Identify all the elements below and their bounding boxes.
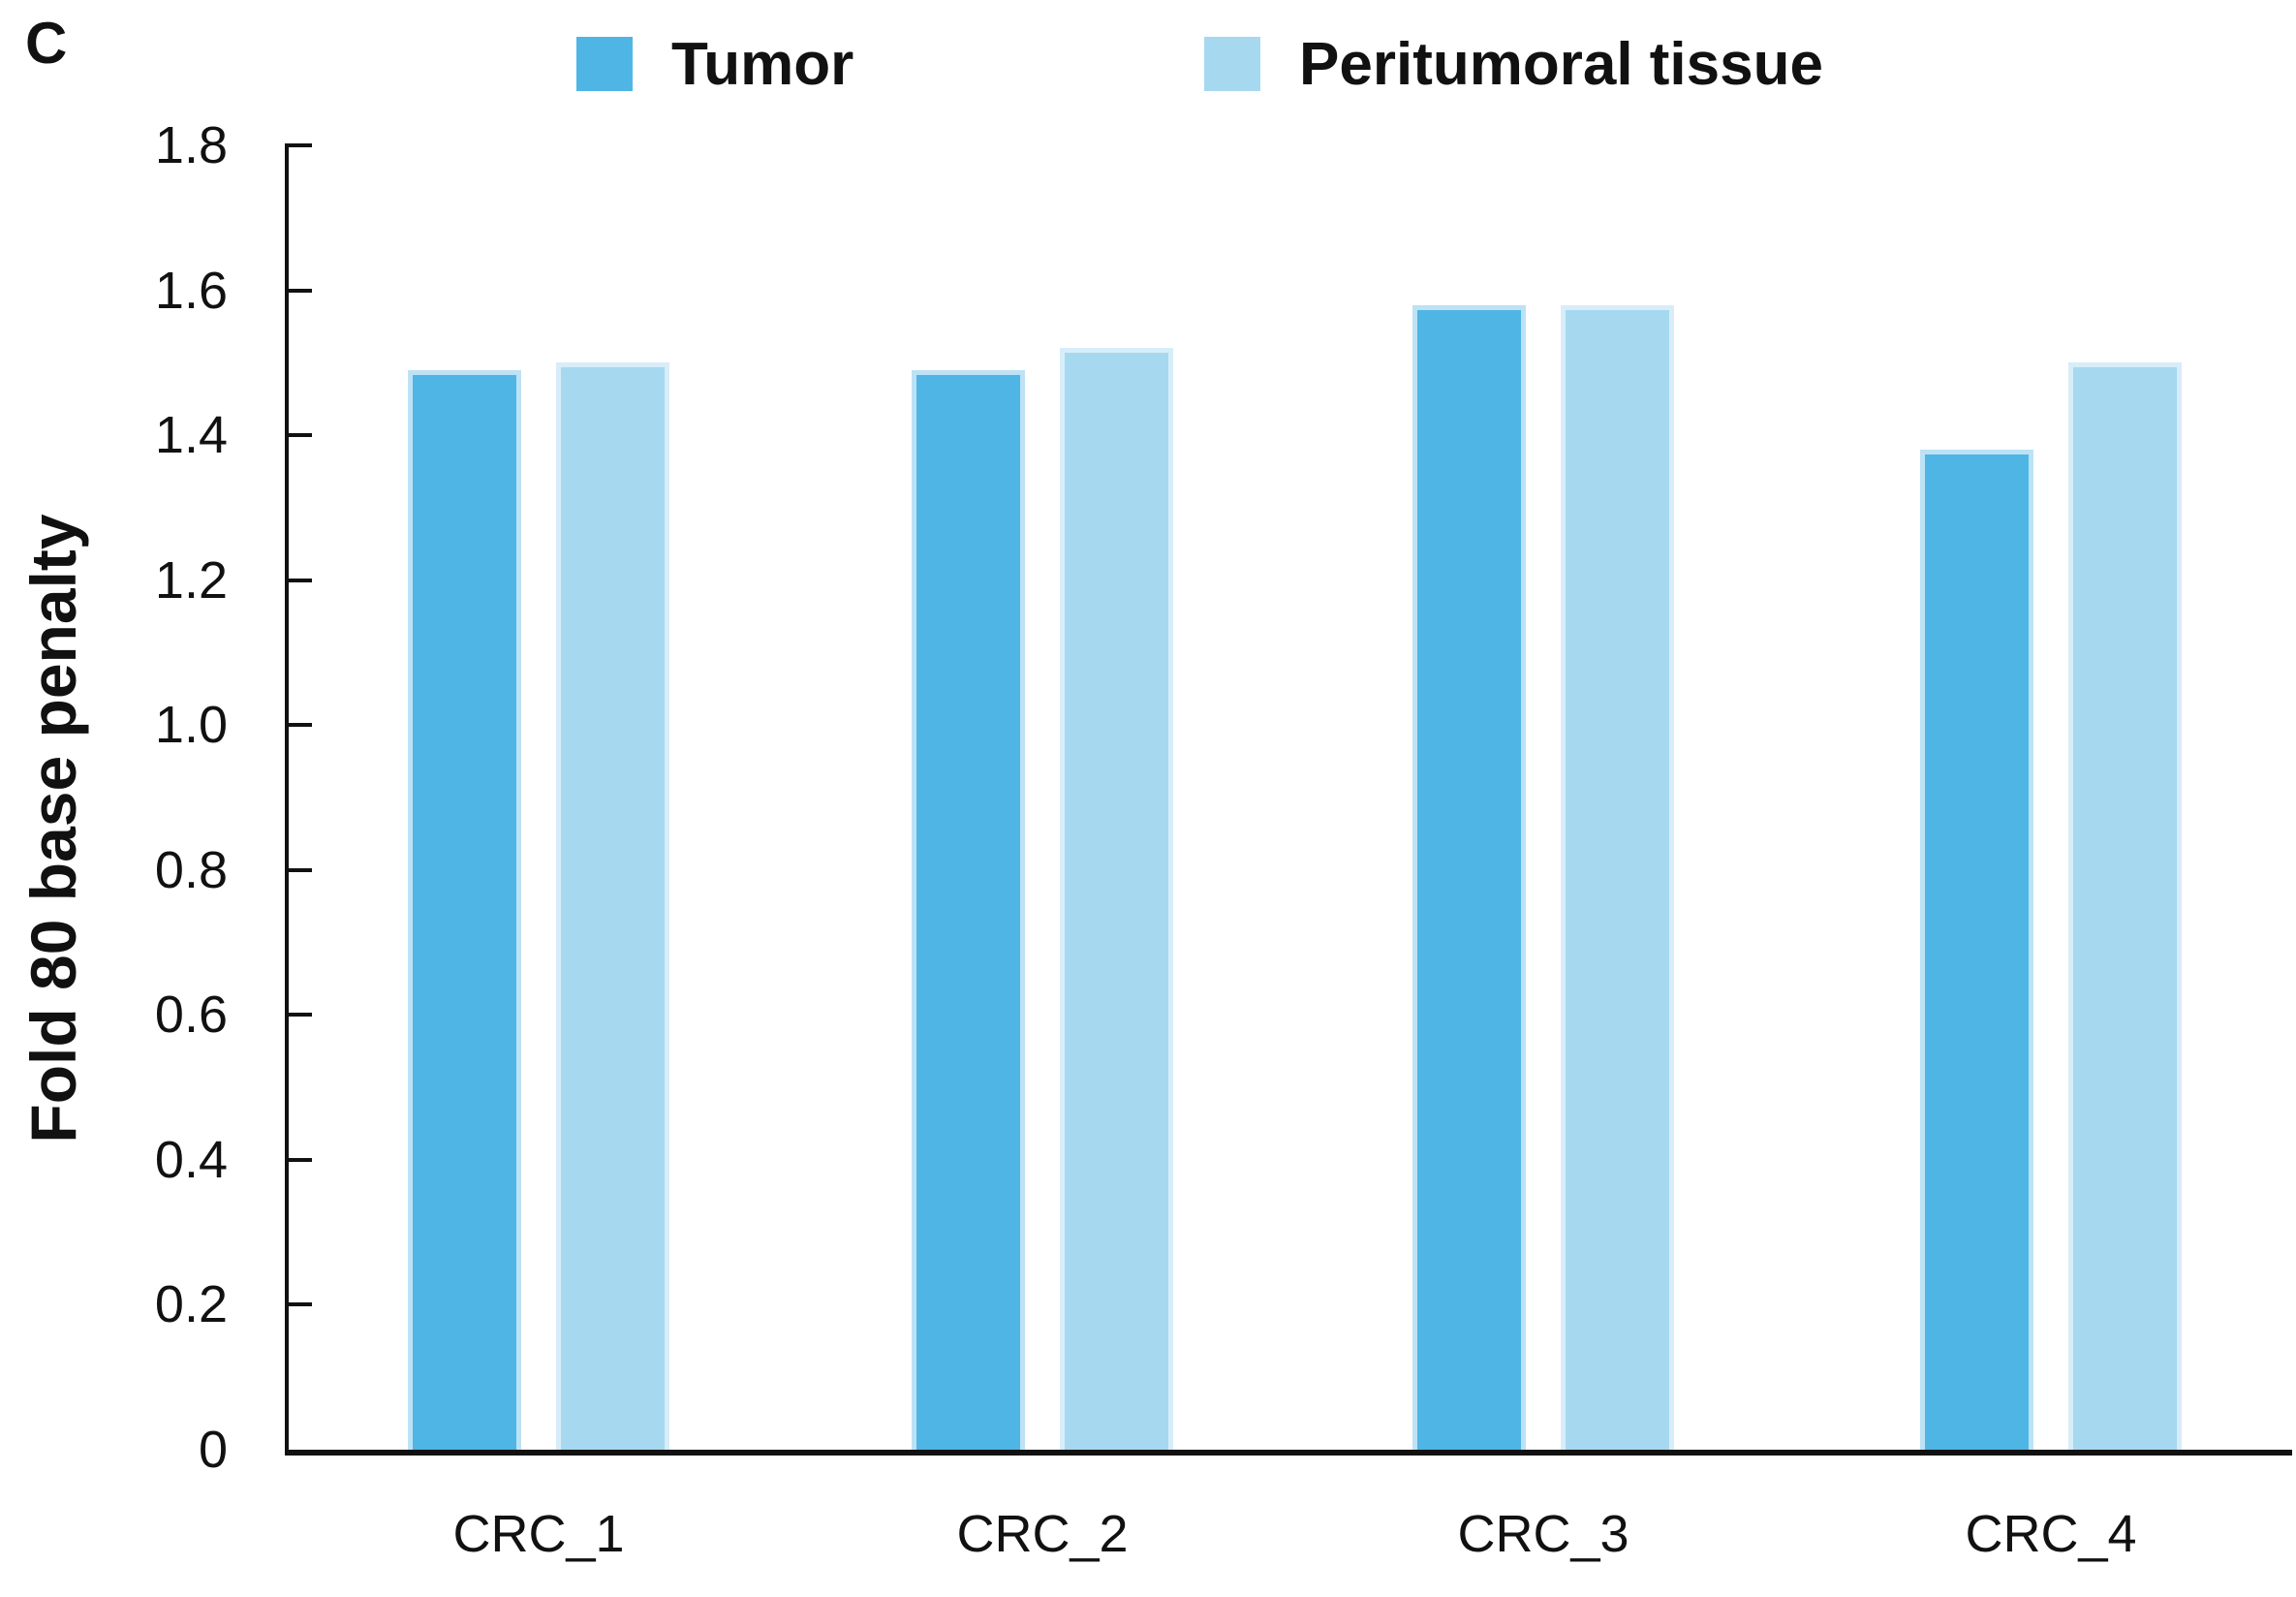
y-tick-label-1.0: 1.0 [154, 696, 228, 755]
bar-peritumoral-tissue-crc-4 [2068, 362, 2182, 1450]
x-category-label-crc-4: CRC_4 [1965, 1505, 2137, 1563]
y-tick-1.4 [289, 433, 312, 438]
y-tick-label-1.4: 1.4 [154, 406, 228, 465]
y-axis-line [285, 143, 289, 1456]
legend-label-peritumoral-tissue: Peritumoral tissue [1299, 30, 1823, 98]
y-tick-label-0: 0 [198, 1421, 228, 1479]
bar-tumor-crc-1 [408, 369, 521, 1450]
panel-label: C [25, 11, 68, 76]
y-tick-1.0 [289, 723, 312, 728]
legend-item-tumor: Tumor [576, 23, 853, 105]
x-category-label-crc-3: CRC_3 [1457, 1505, 1629, 1563]
legend-swatch-tumor [576, 37, 633, 91]
bar-tumor-crc-3 [1412, 304, 1526, 1450]
y-tick-0.4 [289, 1157, 312, 1162]
bar-tumor-crc-4 [1920, 450, 2033, 1450]
bar-peritumoral-tissue-crc-3 [1561, 304, 1674, 1450]
y-tick-1.2 [289, 578, 312, 582]
bar-peritumoral-tissue-crc-1 [556, 362, 669, 1450]
y-tick-0.6 [289, 1013, 312, 1018]
y-tick-1.6 [289, 288, 312, 293]
bar-peritumoral-tissue-crc-2 [1060, 348, 1173, 1450]
legend-label-tumor: Tumor [671, 30, 854, 98]
x-category-label-crc-1: CRC_1 [452, 1505, 625, 1563]
y-tick-label-0.4: 0.4 [154, 1130, 228, 1189]
bar-tumor-crc-2 [912, 369, 1025, 1450]
y-tick-label-0.6: 0.6 [154, 986, 228, 1045]
y-tick-label-1.6: 1.6 [154, 261, 228, 320]
y-tick-label-0.8: 0.8 [154, 840, 228, 899]
y-tick-0.2 [289, 1302, 312, 1307]
y-tick-label-1.8: 1.8 [154, 116, 228, 174]
legend-item-peritumoral-tissue: Peritumoral tissue [1204, 23, 1823, 105]
x-category-label-crc-2: CRC_2 [956, 1505, 1129, 1563]
y-tick-label-1.2: 1.2 [154, 550, 228, 610]
legend-swatch-peritumoral-tissue [1204, 37, 1260, 91]
y-tick-label-0.2: 0.2 [154, 1275, 228, 1334]
y-tick-1.8 [289, 143, 312, 147]
x-axis-line [285, 1450, 2292, 1456]
y-tick-0.8 [289, 867, 312, 872]
